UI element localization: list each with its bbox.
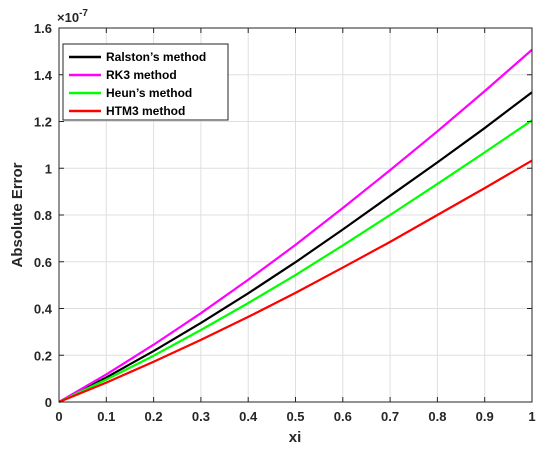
- legend: Ralston’s method RK3 method Heun’s method H…: [62, 43, 229, 121]
- y-tick-labels: 0 0.2 0.4 0.6 0.8 1 1.2 1.4 1.6: [34, 21, 53, 410]
- y-tick-label: 0.8: [34, 208, 52, 223]
- series-lines: [58, 48, 533, 404]
- x-tick-label: 0.6: [334, 409, 352, 424]
- legend-items: Ralston’s method RK3 method Heun’s method H…: [69, 50, 206, 118]
- x-axis-title: xi: [289, 429, 302, 446]
- y-tick-label: 0: [45, 395, 52, 410]
- y-tick-label: 0.2: [34, 348, 52, 363]
- series-line-3: [58, 159, 533, 404]
- y-axis-title: Absolute Error: [9, 162, 26, 267]
- legend-label-3: HTM3 method: [106, 104, 185, 118]
- x-tick-label: 0.8: [428, 409, 446, 424]
- y-tick-label: 1.2: [34, 115, 52, 130]
- x-tick-label: 0.5: [286, 409, 304, 424]
- y-multiplier-exponent: -7: [79, 8, 88, 19]
- x-tick-label: 0.2: [145, 409, 163, 424]
- ticks: [58, 27, 533, 403]
- x-tick-label: 0.1: [97, 409, 115, 424]
- x-tick-label: 0: [55, 409, 62, 424]
- y-tick-label: 0.4: [34, 302, 53, 317]
- y-tick-label: 1.6: [34, 21, 52, 36]
- legend-label-1: RK3 method: [106, 68, 177, 82]
- legend-label-0: Ralston’s method: [106, 50, 206, 64]
- x-tick-label: 0.4: [239, 409, 258, 424]
- x-tick-label: 0.7: [381, 409, 399, 424]
- y-tick-label: 1.4: [34, 68, 53, 83]
- y-multiplier-base: ×10: [57, 10, 79, 25]
- series-line-2: [58, 119, 533, 403]
- y-multiplier: ×10-7: [57, 8, 88, 25]
- series-line-1: [58, 48, 533, 403]
- x-tick-labels: 0 0.1 0.2 0.3 0.4 0.5 0.6 0.7 0.8 0.9 1: [55, 409, 535, 424]
- series-line-0: [58, 91, 533, 403]
- legend-label-2: Heun’s method: [106, 86, 192, 100]
- x-tick-label: 1: [528, 409, 535, 424]
- y-tick-label: 0.6: [34, 255, 52, 270]
- y-tick-label: 1: [45, 161, 52, 176]
- x-tick-label: 0.9: [476, 409, 494, 424]
- x-tick-label: 0.3: [192, 409, 210, 424]
